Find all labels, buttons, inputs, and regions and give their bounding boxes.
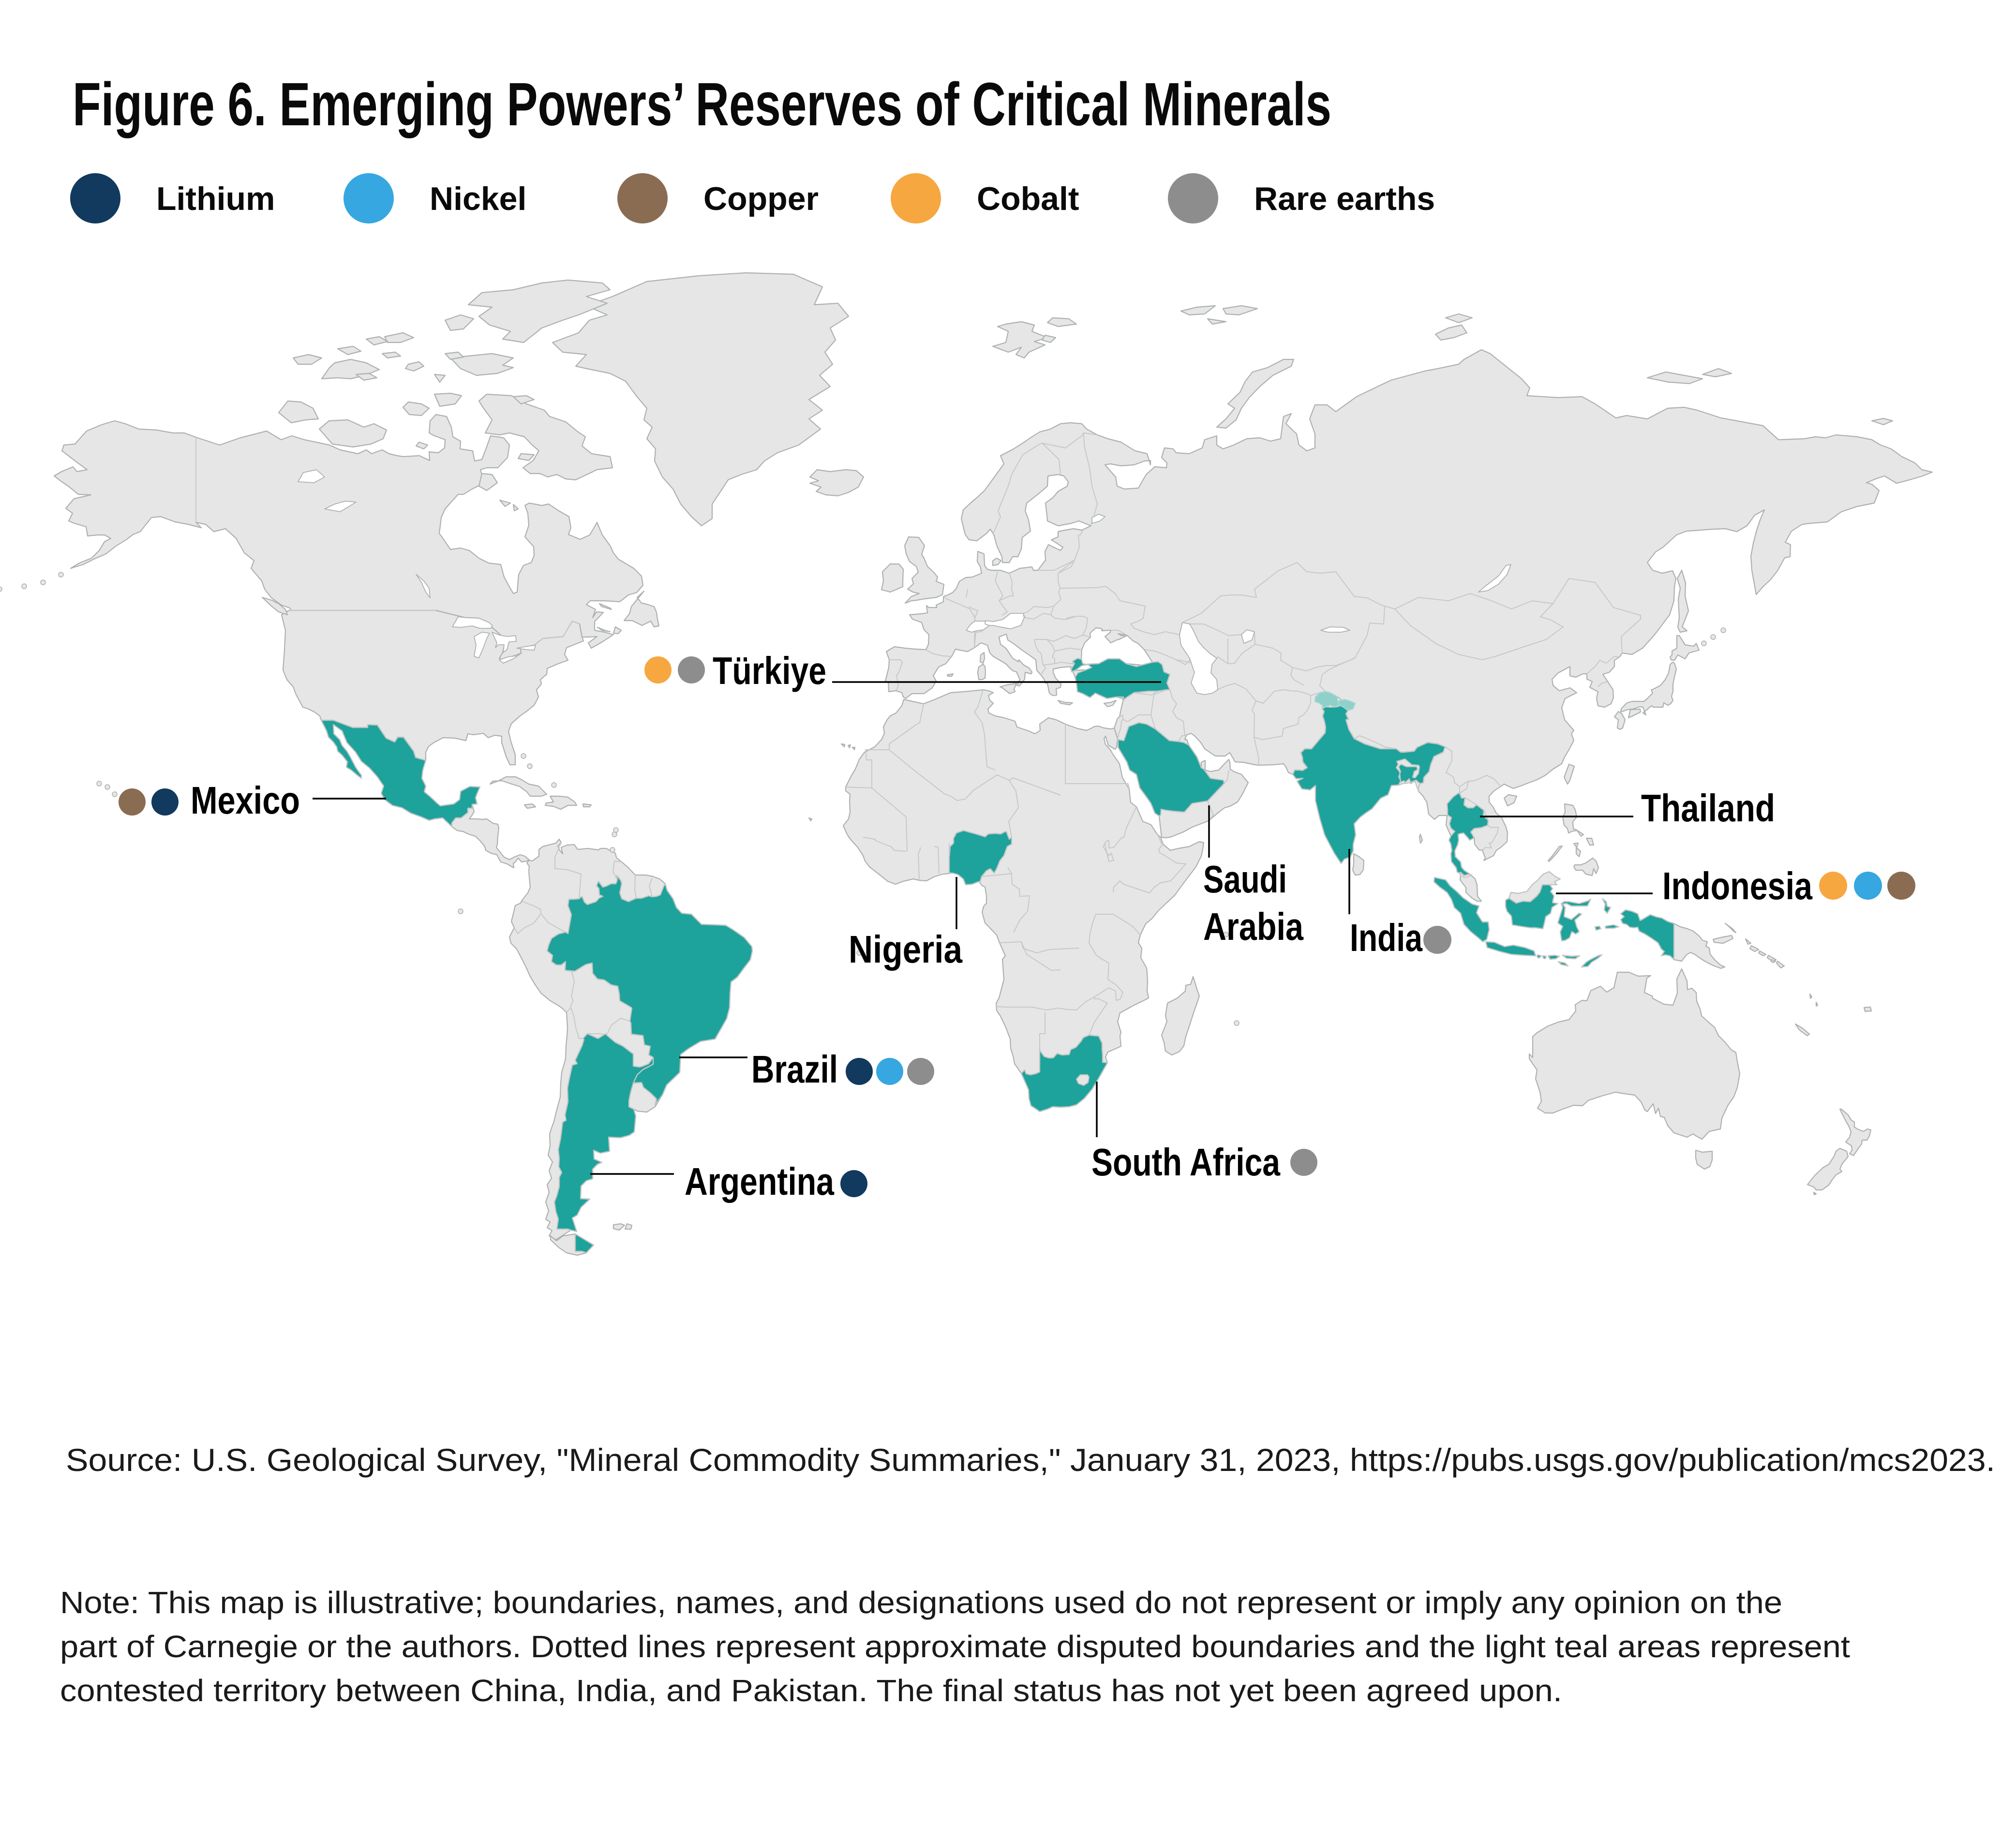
svg-text:South Africa: South Africa [1091,1141,1280,1184]
svg-text:Indonesia: Indonesia [1662,864,1812,907]
svg-text:Note: This map is illustrative: Note: This map is illustrative; boundari… [60,1585,1782,1620]
svg-text:Lithium: Lithium [156,180,275,217]
svg-text:Cobalt: Cobalt [977,180,1079,217]
svg-text:Rare earths: Rare earths [1254,180,1435,217]
svg-text:Source: U.S. Geological Survey: Source: U.S. Geological Survey, "Mineral… [66,1442,1995,1478]
svg-text:Saudi: Saudi [1203,858,1287,901]
svg-text:Türkiye: Türkiye [713,649,826,692]
svg-text:part of Carnegie or the author: part of Carnegie or the authors. Dotted … [60,1629,1850,1664]
svg-text:Arabia: Arabia [1203,905,1303,948]
svg-text:Nigeria: Nigeria [849,928,962,971]
svg-text:Mexico: Mexico [191,779,300,822]
svg-text:Brazil: Brazil [751,1048,838,1091]
svg-text:Nickel: Nickel [430,180,526,217]
svg-text:Thailand: Thailand [1641,787,1775,830]
svg-text:contested territory between Ch: contested territory between China, India… [60,1673,1562,1708]
svg-text:India: India [1350,916,1422,959]
svg-text:Argentina: Argentina [685,1160,834,1203]
svg-text:Copper: Copper [703,180,819,217]
svg-text:Figure 6. Emerging Powers’ Res: Figure 6. Emerging Powers’ Reserves of C… [73,70,1331,138]
